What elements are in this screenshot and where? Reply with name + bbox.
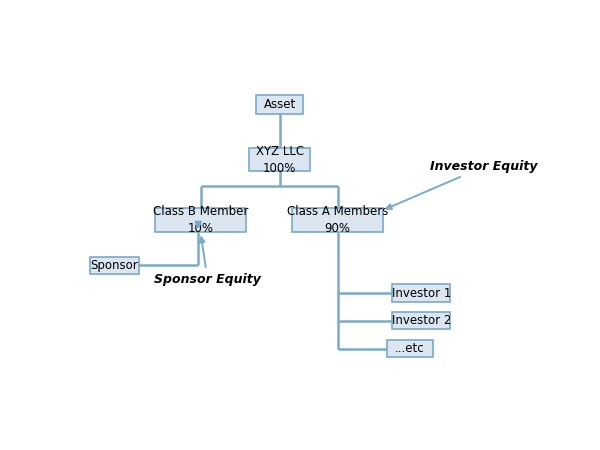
FancyBboxPatch shape xyxy=(90,256,139,274)
Text: XYZ LLC
100%: XYZ LLC 100% xyxy=(256,145,304,175)
Text: Investor 2: Investor 2 xyxy=(392,314,451,327)
FancyBboxPatch shape xyxy=(386,340,433,357)
Text: Sponsor Equity: Sponsor Equity xyxy=(154,237,261,286)
Text: Investor Equity: Investor Equity xyxy=(386,160,538,209)
FancyBboxPatch shape xyxy=(392,284,451,302)
FancyBboxPatch shape xyxy=(155,208,246,233)
FancyBboxPatch shape xyxy=(392,312,451,329)
FancyBboxPatch shape xyxy=(256,94,303,114)
FancyBboxPatch shape xyxy=(250,148,310,171)
FancyBboxPatch shape xyxy=(292,208,383,233)
Text: Class B Member
10%: Class B Member 10% xyxy=(153,205,248,235)
Text: Sponsor: Sponsor xyxy=(91,259,139,272)
Text: Asset: Asset xyxy=(263,98,296,111)
Text: ...etc: ...etc xyxy=(395,342,425,355)
Text: Investor 1: Investor 1 xyxy=(392,287,451,300)
Text: Class A Members
90%: Class A Members 90% xyxy=(287,205,388,235)
